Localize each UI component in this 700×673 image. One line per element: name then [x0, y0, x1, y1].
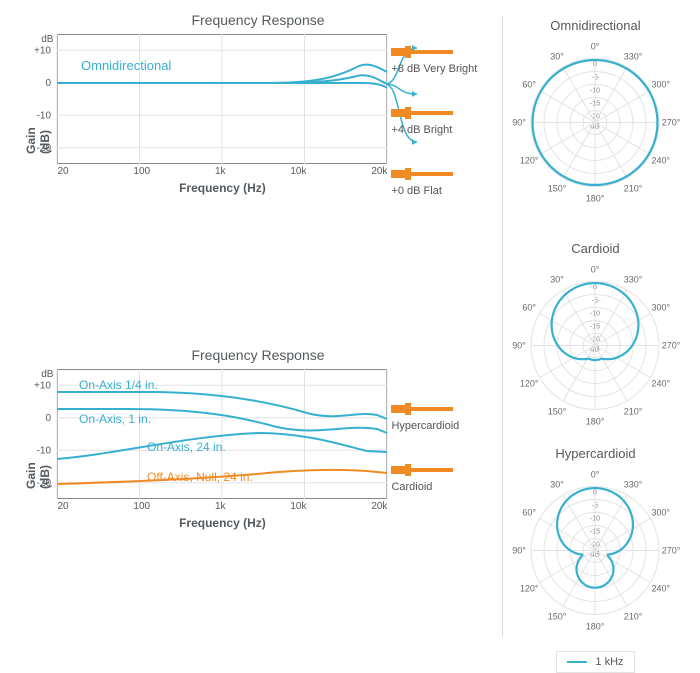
x-tick-label: 100 [133, 501, 150, 512]
svg-text:0: 0 [46, 413, 52, 424]
freq-plot-area: +100-10-20Omnidirectional [57, 34, 387, 164]
svg-text:0: 0 [46, 78, 52, 89]
mic-icon [391, 462, 453, 481]
svg-text:90°: 90° [513, 546, 527, 556]
polar-plot-hyper: 0-5-10-15-20dB0°30°60°90°120°150°180°210… [505, 461, 685, 639]
svg-text:120°: 120° [520, 584, 539, 594]
x-tick-label: 1k [215, 501, 226, 512]
svg-text:270°: 270° [662, 118, 681, 128]
svg-text:180°: 180° [586, 194, 605, 204]
svg-text:60°: 60° [523, 508, 537, 518]
svg-text:330°: 330° [624, 52, 643, 62]
svg-text:-20: -20 [37, 143, 52, 154]
svg-text:30°: 30° [551, 52, 565, 62]
svg-text:300°: 300° [652, 303, 671, 313]
chart-title: Frequency Response [22, 347, 494, 369]
svg-text:240°: 240° [652, 156, 671, 166]
svg-text:Omnidirectional: Omnidirectional [81, 58, 171, 73]
legend-line-icon [567, 661, 587, 663]
x-tick-label: 20 [57, 501, 68, 512]
svg-text:330°: 330° [624, 275, 643, 285]
svg-text:On-Axis, 24 in.: On-Axis, 24 in. [147, 440, 226, 454]
mic-label: +4 dB Bright [391, 124, 453, 136]
svg-text:60°: 60° [523, 303, 537, 313]
svg-text:-20: -20 [37, 478, 52, 489]
freq-response-chart-2: Frequency Response dB Gain (dB) +100-10-… [22, 347, 494, 530]
svg-text:210°: 210° [624, 611, 643, 621]
mic-item: +0 dB Flat [391, 166, 494, 197]
mic-label: +8 dB Very Bright [391, 63, 477, 75]
legend-label: 1 kHz [595, 656, 623, 668]
svg-text:180°: 180° [586, 622, 605, 632]
mic-item: Cardioid [391, 462, 494, 493]
x-tick-label: 20k [371, 501, 387, 512]
chart-title: Frequency Response [22, 12, 494, 34]
svg-text:-10: -10 [37, 110, 52, 121]
svg-text:+10: +10 [34, 380, 51, 391]
svg-text:150°: 150° [548, 183, 567, 193]
mic-label: Hypercardioid [391, 420, 459, 432]
svg-text:120°: 120° [520, 379, 539, 389]
svg-text:120°: 120° [520, 156, 539, 166]
x-tick-label: 20k [371, 166, 387, 177]
svg-text:240°: 240° [652, 379, 671, 389]
mic-icon [391, 105, 453, 124]
svg-text:0°: 0° [591, 42, 600, 52]
polar-title-omni: Omnidirectional [550, 18, 640, 33]
mic-item: Hypercardioid [391, 401, 494, 432]
polar-plot-omni: 0-5-10-15-20dB0°30°60°90°120°150°180°210… [505, 33, 685, 211]
mic-icon [391, 166, 453, 185]
svg-text:60°: 60° [523, 80, 537, 90]
svg-text:330°: 330° [624, 480, 643, 490]
y-unit: dB [41, 34, 53, 45]
x-axis-label: Frequency (Hz) [57, 181, 387, 195]
x-axis-label: Frequency (Hz) [57, 516, 387, 530]
svg-text:+10: +10 [34, 45, 51, 56]
svg-text:210°: 210° [624, 183, 643, 193]
y-unit: dB [41, 369, 53, 380]
svg-text:150°: 150° [548, 406, 567, 416]
x-tick-label: 20 [57, 166, 68, 177]
mic-item: +8 dB Very Bright [391, 44, 494, 75]
svg-text:240°: 240° [652, 584, 671, 594]
mic-item: +4 dB Bright [391, 105, 494, 136]
svg-text:150°: 150° [548, 611, 567, 621]
x-tick-label: 1k [215, 166, 226, 177]
svg-text:300°: 300° [652, 80, 671, 90]
polar-title-cardioid: Cardioid [571, 241, 619, 256]
svg-text:30°: 30° [551, 480, 565, 490]
svg-text:-10: -10 [37, 445, 52, 456]
x-tick-label: 100 [133, 166, 150, 177]
x-tick-label: 10k [290, 501, 306, 512]
svg-text:On-Axis 1/4 in.: On-Axis 1/4 in. [79, 378, 158, 392]
mic-label: Cardioid [391, 481, 453, 493]
mic-icon [391, 44, 477, 63]
polar-legend: 1 kHz [556, 651, 634, 673]
mic-label: +0 dB Flat [391, 185, 453, 197]
x-tick-label: 10k [290, 166, 306, 177]
svg-text:270°: 270° [662, 546, 681, 556]
svg-text:180°: 180° [586, 417, 605, 427]
svg-text:90°: 90° [513, 118, 527, 128]
svg-text:0°: 0° [591, 470, 600, 480]
freq-response-chart-1: Frequency Response dB Gain (dB) +100-10-… [22, 12, 494, 227]
polar-title-hyper: Hypercardioid [555, 446, 635, 461]
mic-icon [391, 401, 459, 420]
svg-text:300°: 300° [652, 508, 671, 518]
svg-text:90°: 90° [513, 341, 527, 351]
freq-plot-area: +100-10-20On-Axis 1/4 in.On-Axis, 1 in.O… [57, 369, 387, 499]
polar-plot-cardioid: 0-5-10-15-20dB0°30°60°90°120°150°180°210… [505, 256, 685, 434]
svg-text:210°: 210° [624, 406, 643, 416]
svg-text:0°: 0° [591, 265, 600, 275]
svg-text:On-Axis, 1 in.: On-Axis, 1 in. [79, 412, 151, 426]
svg-text:270°: 270° [662, 341, 681, 351]
svg-text:Off-Axis, Null, 24 in.: Off-Axis, Null, 24 in. [147, 470, 253, 484]
svg-text:30°: 30° [551, 275, 565, 285]
